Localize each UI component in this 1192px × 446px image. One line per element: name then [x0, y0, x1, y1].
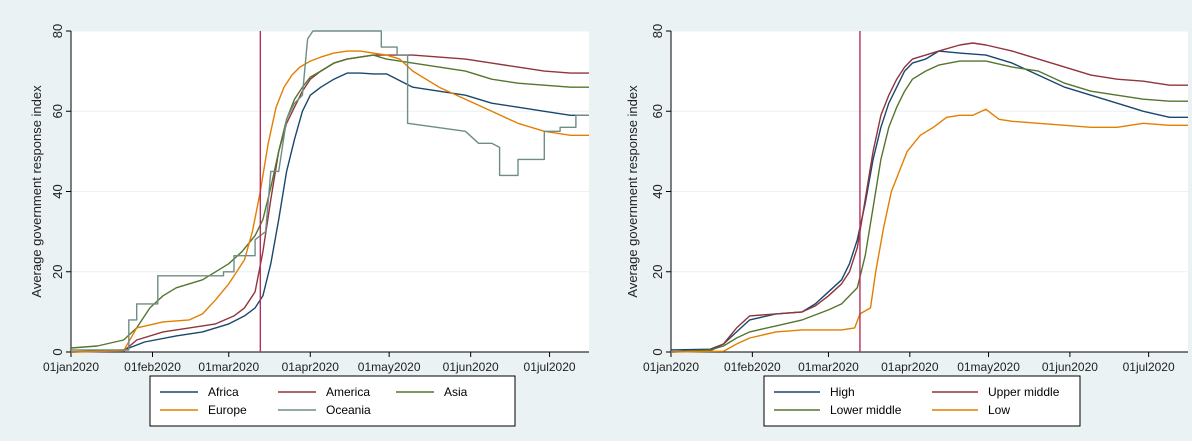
x-tick-label: 01jun2020: [443, 360, 499, 374]
legend-box: [763, 375, 1081, 427]
y-tick-label: 20: [650, 265, 665, 279]
y-tick-label: 0: [650, 348, 665, 355]
y-tick-label: 60: [650, 104, 665, 118]
x-tick-label: 01apr2020: [881, 360, 939, 374]
x-tick-label: 01feb2020: [724, 360, 781, 374]
series-line-low: [670, 108, 1188, 353]
y-axis-title: Average government response index: [625, 85, 640, 298]
chart-panel-by-income: 0 20 40 60 80 01jan2020 01feb2020 01mar2020 01ap…: [596, 0, 1192, 441]
legend-label-high: High: [830, 385, 855, 399]
x-tick-label: 01feb2020: [124, 360, 181, 374]
x-tick-label: 01jan2020: [43, 360, 99, 374]
y-axis-title: Average government response index: [29, 85, 44, 298]
line-chart-by-income: 0 20 40 60 80 01jan2020 01feb2020 01mar2020 01ap…: [596, 0, 1192, 441]
chart-panel-by-region: 0 20 40 60 80 01jan2020 01feb2020 01mar2020 01ap…: [0, 0, 596, 441]
x-tick-label: 01jun2020: [1042, 360, 1098, 374]
series-line-africa: [70, 72, 589, 353]
x-tick-label: 01may2020: [957, 360, 1020, 374]
x-tick-label: 01mar2020: [798, 360, 859, 374]
legend-label-asia: Asia: [444, 385, 468, 399]
x-tick-label: 01may2020: [358, 360, 421, 374]
legend-label-low: Low: [988, 403, 1010, 417]
series-line-europe: [70, 50, 589, 353]
line-chart-by-region: 0 20 40 60 80 01jan2020 01feb2020 01mar2020 01ap…: [0, 0, 596, 441]
legend-label-africa: Africa: [208, 385, 239, 399]
legend-box: [149, 375, 516, 427]
series-line-oceania: [71, 30, 589, 351]
y-tick-label: 60: [50, 104, 65, 118]
y-tick-label: 80: [650, 24, 665, 38]
legend-label-oceania: Oceania: [326, 403, 371, 417]
series-line-america: [70, 54, 589, 353]
x-tick-label: 01jul2020: [1123, 360, 1175, 374]
y-tick-label: 20: [50, 265, 65, 279]
legend-label-america: America: [326, 385, 370, 399]
y-tick-label: 80: [50, 24, 65, 38]
legend-label-europe: Europe: [208, 403, 247, 417]
series-line-lower-middle: [670, 60, 1188, 353]
x-tick-label: 01jul2020: [524, 360, 576, 374]
y-tick-label: 40: [50, 184, 65, 198]
legend-label-lower-middle: Lower middle: [830, 403, 902, 417]
x-tick-label: 01jan2020: [643, 360, 699, 374]
x-tick-label: 01apr2020: [282, 360, 340, 374]
y-tick-label: 0: [50, 348, 65, 355]
series-line-asia: [70, 54, 589, 349]
series-line-upper-middle: [670, 42, 1188, 353]
x-tick-label: 01mar2020: [198, 360, 259, 374]
y-tick-label: 40: [650, 184, 665, 198]
legend-label-upper-middle: Upper middle: [988, 385, 1060, 399]
